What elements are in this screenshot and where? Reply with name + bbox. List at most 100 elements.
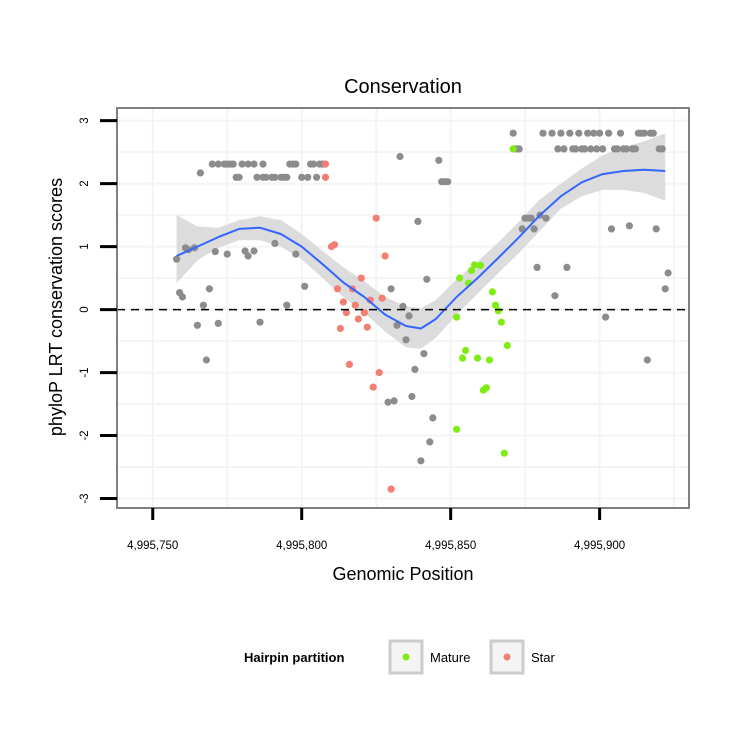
point-other — [649, 129, 657, 137]
point-mature — [503, 341, 511, 350]
point-other — [292, 250, 300, 258]
point-star — [357, 274, 365, 282]
point-other — [581, 145, 589, 153]
point-other — [271, 239, 279, 247]
point-mature — [456, 274, 464, 282]
point-other — [205, 285, 213, 293]
point-other — [310, 160, 318, 168]
point-mature — [476, 261, 485, 270]
point-other — [283, 301, 291, 309]
point-other — [229, 160, 237, 168]
point-mature — [467, 266, 476, 275]
point-other — [250, 160, 258, 168]
legend-item-star: Star — [489, 639, 556, 675]
x-tick-label: 4,995,900 — [574, 540, 625, 552]
point-other — [292, 160, 300, 168]
legend-item-mature: Mature — [388, 639, 470, 675]
legend-title: Hairpin partition — [244, 650, 344, 665]
y-tick-label: 3 — [79, 117, 91, 123]
point-other — [271, 173, 279, 181]
legend-label-mature: Mature — [430, 650, 470, 665]
x-tick-label: 4,995,750 — [127, 540, 178, 552]
point-other — [301, 282, 309, 290]
point-other — [250, 247, 258, 255]
point-star — [366, 296, 374, 304]
point-other — [643, 356, 651, 364]
point-other — [396, 152, 404, 161]
point-other — [563, 263, 571, 271]
point-mature — [485, 356, 493, 364]
point-other — [551, 292, 559, 300]
point-mature — [482, 384, 490, 392]
x-axis: 4,995,750 4,995,800 4,995,850 4,995,900 — [127, 508, 625, 552]
point-other — [384, 398, 392, 406]
point-other — [387, 285, 395, 293]
plot-frame — [116, 107, 690, 509]
point-star — [372, 214, 380, 222]
point-other — [414, 217, 422, 225]
point-star — [339, 298, 347, 306]
legend-key-star — [489, 639, 525, 675]
legend-key-mature — [388, 639, 424, 675]
point-star — [342, 309, 350, 317]
point-star — [360, 309, 368, 317]
point-star — [345, 360, 353, 368]
y-tick-label: -3 — [79, 493, 91, 503]
point-other — [530, 225, 538, 233]
point-star — [333, 285, 342, 293]
point-star — [378, 294, 386, 302]
point-other — [590, 129, 598, 137]
point-other — [599, 145, 607, 153]
point-other — [283, 173, 291, 181]
point-mature — [453, 425, 461, 433]
point-mature — [470, 261, 479, 269]
point-other — [640, 129, 648, 137]
point-other — [244, 160, 252, 168]
point-star — [381, 252, 389, 260]
point-other — [602, 313, 610, 321]
point-mature — [509, 145, 517, 153]
point-mature — [500, 449, 508, 457]
point-mature — [488, 288, 496, 296]
point-mature — [497, 318, 505, 326]
legend-label-star: Star — [531, 650, 556, 665]
point-other — [193, 321, 201, 329]
point-other — [572, 145, 580, 153]
point-other — [557, 129, 565, 137]
point-mature — [453, 313, 461, 321]
point-other — [202, 356, 210, 364]
point-star — [363, 323, 371, 331]
smooth-line-layer — [176, 168, 666, 330]
smooth-line — [176, 168, 666, 330]
point-other — [509, 129, 517, 137]
point-other — [173, 255, 181, 263]
point-other — [402, 336, 410, 344]
point-other — [435, 156, 443, 164]
point-other — [298, 173, 306, 181]
point-other — [262, 173, 270, 181]
chart-title: Conservation — [344, 76, 462, 98]
point-other — [426, 438, 434, 446]
point-star — [330, 241, 339, 249]
x-tick-label: 4,995,800 — [276, 540, 327, 552]
point-mature — [494, 307, 502, 315]
plot-border — [116, 107, 690, 509]
y-tick-label: 0 — [79, 306, 91, 312]
point-other — [584, 129, 592, 137]
point-other — [515, 145, 523, 153]
y-tick-label: -2 — [79, 430, 91, 440]
point-other — [259, 160, 267, 168]
point-other — [196, 169, 204, 177]
point-other — [405, 312, 413, 320]
point-mature — [473, 354, 482, 362]
point-other — [622, 145, 631, 153]
point-star — [336, 324, 344, 333]
point-other — [199, 301, 207, 309]
point-star — [375, 369, 383, 377]
point-other — [533, 263, 541, 271]
point-mature — [491, 301, 499, 309]
point-other — [596, 129, 604, 137]
legend-swatch-star — [503, 653, 511, 661]
point-other — [548, 129, 556, 137]
